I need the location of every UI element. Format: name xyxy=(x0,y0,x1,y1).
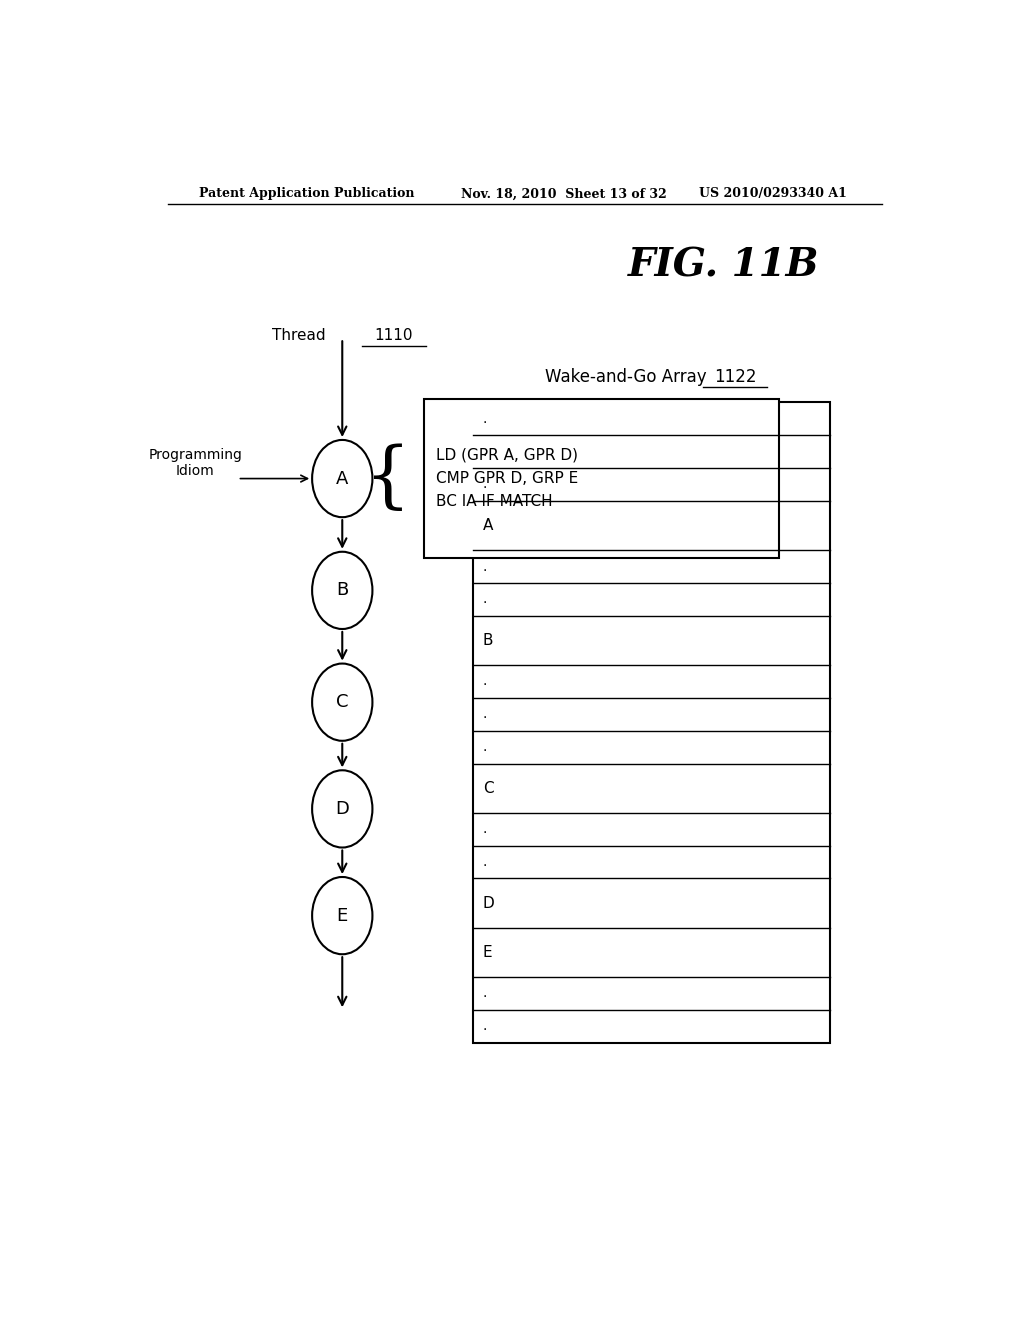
Text: 1122: 1122 xyxy=(714,368,757,385)
Circle shape xyxy=(312,771,373,847)
Text: .: . xyxy=(482,675,487,689)
Text: C: C xyxy=(336,693,348,711)
Text: .: . xyxy=(482,822,487,837)
Text: .: . xyxy=(482,412,487,426)
Text: LD (GPR A, GPR D)
CMP GPR D, GRP E
BC IA IF MATCH: LD (GPR A, GPR D) CMP GPR D, GRP E BC IA… xyxy=(436,447,579,510)
Text: .: . xyxy=(482,708,487,721)
Text: .: . xyxy=(482,986,487,1001)
Text: US 2010/0293340 A1: US 2010/0293340 A1 xyxy=(699,187,847,201)
Text: .: . xyxy=(482,1019,487,1034)
Text: A: A xyxy=(336,470,348,487)
Text: 1110: 1110 xyxy=(375,329,413,343)
Text: Patent Application Publication: Patent Application Publication xyxy=(200,187,415,201)
Circle shape xyxy=(312,440,373,517)
Text: A: A xyxy=(482,517,494,533)
Text: .: . xyxy=(482,478,487,491)
Text: B: B xyxy=(482,632,494,648)
Text: {: { xyxy=(366,444,412,513)
Text: C: C xyxy=(482,780,494,796)
Text: E: E xyxy=(337,907,348,924)
Text: D: D xyxy=(335,800,349,818)
Text: .: . xyxy=(482,855,487,869)
Text: E: E xyxy=(482,945,493,960)
Text: D: D xyxy=(482,895,495,911)
Bar xyxy=(424,399,778,558)
Text: Programming
Idiom: Programming Idiom xyxy=(148,449,243,478)
Text: Wake-and-Go Array: Wake-and-Go Array xyxy=(545,368,712,385)
Circle shape xyxy=(312,664,373,741)
Text: Nov. 18, 2010  Sheet 13 of 32: Nov. 18, 2010 Sheet 13 of 32 xyxy=(461,187,667,201)
Text: B: B xyxy=(336,581,348,599)
Text: FIG. 11B: FIG. 11B xyxy=(628,246,819,284)
Text: .: . xyxy=(482,741,487,754)
Text: .: . xyxy=(482,593,487,606)
Bar xyxy=(473,403,830,1043)
Text: .: . xyxy=(482,560,487,573)
Circle shape xyxy=(312,552,373,630)
Text: Thread: Thread xyxy=(271,329,331,343)
Text: .: . xyxy=(482,445,487,458)
Circle shape xyxy=(312,876,373,954)
